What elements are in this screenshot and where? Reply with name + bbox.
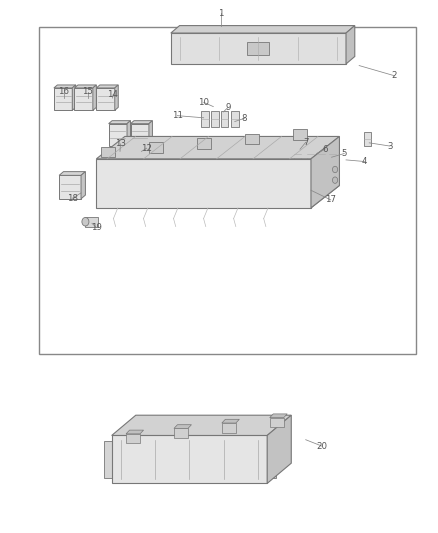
Bar — [221, 111, 228, 127]
Text: 10: 10 — [198, 98, 209, 107]
Circle shape — [82, 217, 89, 226]
Text: 14: 14 — [107, 91, 119, 99]
Bar — [59, 175, 81, 199]
Polygon shape — [171, 26, 355, 33]
Bar — [329, 147, 336, 161]
Text: 20: 20 — [316, 442, 328, 450]
Bar — [149, 142, 163, 153]
Bar — [74, 88, 93, 110]
Bar — [126, 434, 140, 443]
Polygon shape — [96, 136, 339, 159]
Text: 5: 5 — [342, 149, 347, 158]
Text: 2: 2 — [392, 71, 397, 80]
Text: 9: 9 — [225, 103, 230, 112]
Polygon shape — [127, 120, 131, 146]
Bar — [294, 147, 301, 161]
Text: 4: 4 — [362, 157, 367, 166]
Bar — [247, 42, 269, 55]
Text: 18: 18 — [67, 194, 78, 203]
Polygon shape — [74, 85, 96, 88]
Text: 8: 8 — [242, 114, 247, 123]
Bar — [171, 33, 346, 64]
Polygon shape — [222, 419, 239, 423]
Text: 15: 15 — [82, 87, 93, 96]
Bar — [96, 88, 115, 110]
Text: 1: 1 — [219, 9, 224, 18]
Bar — [270, 418, 284, 427]
Bar — [112, 435, 267, 483]
Polygon shape — [81, 172, 85, 199]
Text: 7: 7 — [303, 138, 308, 147]
Bar — [364, 132, 371, 146]
Text: 6: 6 — [322, 145, 328, 154]
Bar — [174, 429, 188, 438]
Polygon shape — [149, 120, 152, 146]
Bar — [231, 111, 239, 127]
Polygon shape — [93, 85, 96, 110]
Bar — [268, 441, 276, 478]
Polygon shape — [270, 414, 287, 418]
Bar — [222, 423, 236, 433]
Polygon shape — [311, 136, 339, 208]
Text: 13: 13 — [115, 140, 126, 148]
Bar — [318, 147, 325, 161]
Bar — [96, 159, 311, 208]
Bar — [245, 134, 259, 144]
Text: 3: 3 — [387, 142, 392, 150]
Text: 11: 11 — [172, 111, 183, 120]
Bar — [39, 27, 416, 354]
Bar — [211, 111, 219, 127]
Polygon shape — [96, 185, 339, 208]
Bar — [109, 124, 127, 146]
Polygon shape — [267, 415, 291, 483]
Text: 19: 19 — [91, 223, 102, 232]
Polygon shape — [115, 85, 118, 110]
Text: 16: 16 — [58, 87, 69, 96]
Polygon shape — [112, 415, 291, 435]
Polygon shape — [174, 425, 191, 429]
Text: 12: 12 — [141, 144, 152, 152]
Polygon shape — [59, 172, 85, 175]
Circle shape — [332, 177, 338, 183]
Circle shape — [332, 166, 338, 173]
Bar — [101, 147, 115, 157]
Text: 17: 17 — [325, 196, 336, 204]
Bar — [54, 88, 72, 110]
Bar — [293, 129, 307, 140]
Bar — [201, 111, 209, 127]
Polygon shape — [72, 85, 76, 110]
Bar — [104, 441, 112, 478]
Polygon shape — [126, 430, 144, 434]
Bar — [85, 217, 98, 227]
Polygon shape — [54, 85, 76, 88]
Polygon shape — [346, 26, 355, 64]
Polygon shape — [96, 85, 118, 88]
Bar — [197, 138, 211, 149]
Polygon shape — [109, 120, 131, 124]
Bar — [307, 147, 314, 161]
Bar — [131, 124, 149, 146]
Polygon shape — [131, 120, 152, 124]
